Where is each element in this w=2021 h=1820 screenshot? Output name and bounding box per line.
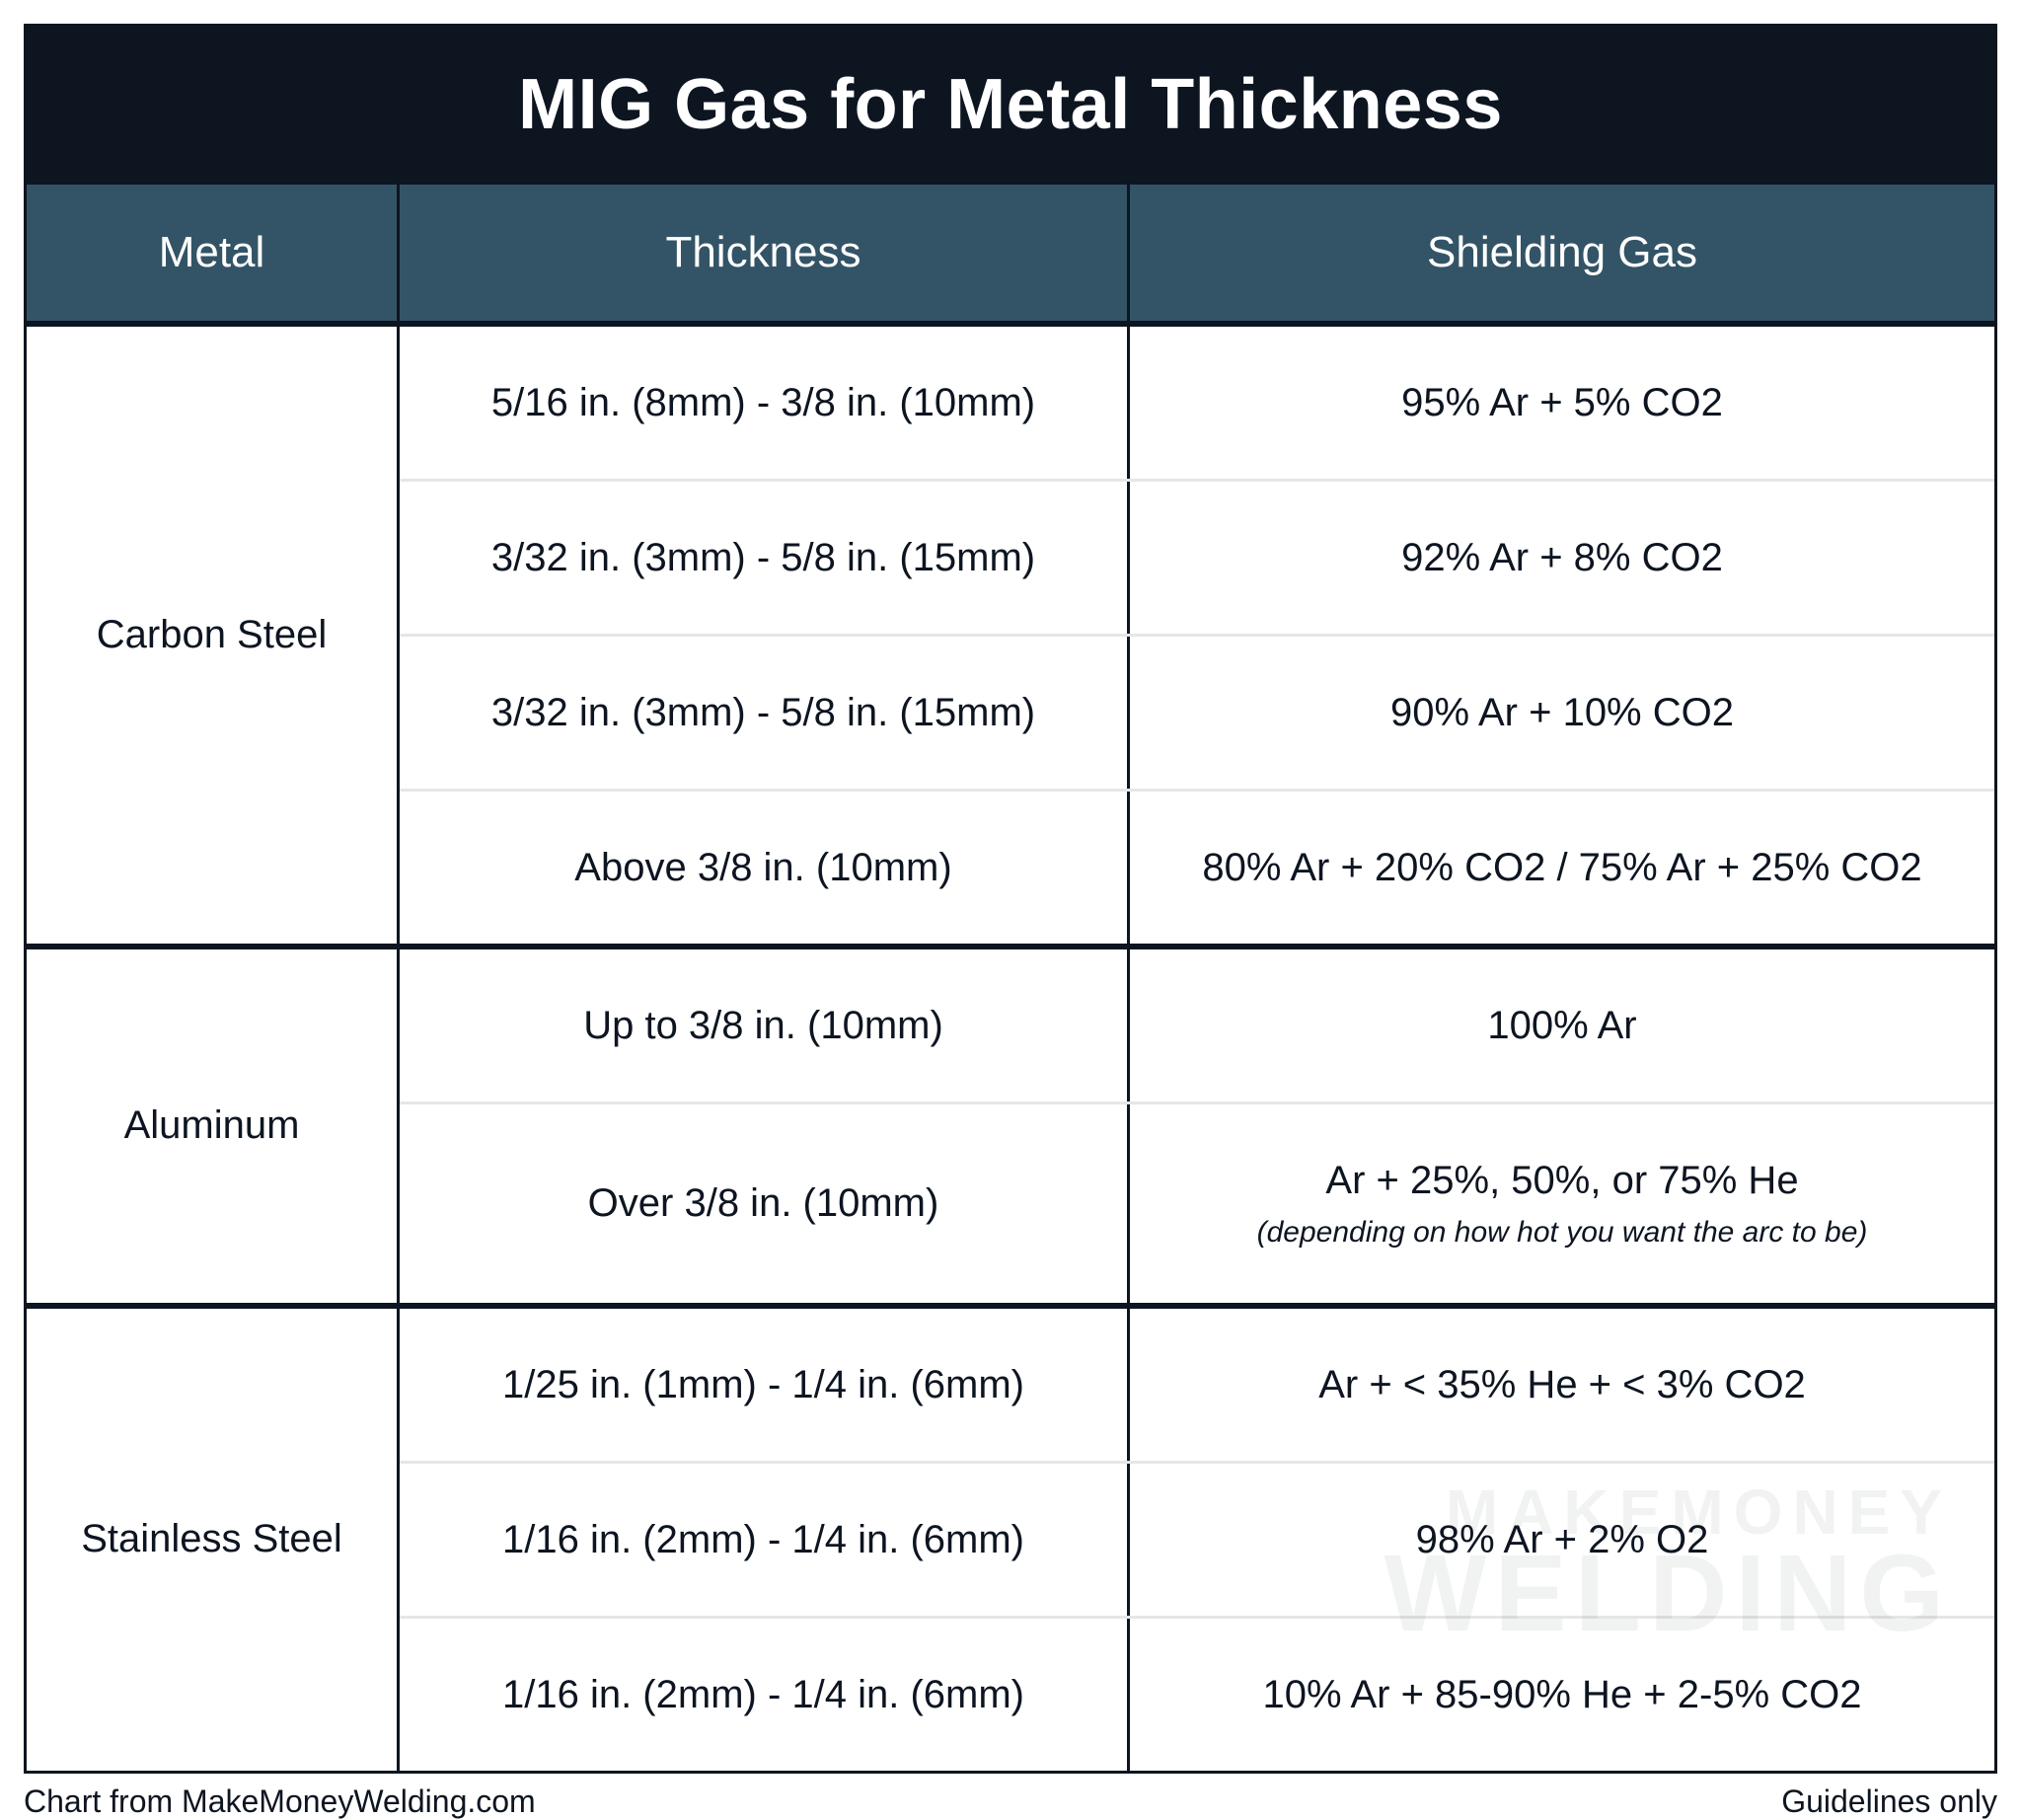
section-aluminum: Aluminum Up to 3/8 in. (10mm) 100% Ar Ov… xyxy=(27,944,1994,1303)
rows: Up to 3/8 in. (10mm) 100% Ar Over 3/8 in… xyxy=(400,949,1994,1303)
rows: 1/25 in. (1mm) - 1/4 in. (6mm) Ar + < 35… xyxy=(400,1309,1994,1771)
thickness-cell: 1/25 in. (1mm) - 1/4 in. (6mm) xyxy=(400,1309,1130,1461)
thickness-cell: 1/16 in. (2mm) - 1/4 in. (6mm) xyxy=(400,1464,1130,1616)
section-carbon-steel: Carbon Steel 5/16 in. (8mm) - 3/8 in. (1… xyxy=(27,321,1994,944)
thickness-cell: 3/32 in. (3mm) - 5/8 in. (15mm) xyxy=(400,482,1130,634)
column-header-metal: Metal xyxy=(27,185,400,321)
table-row: 1/16 in. (2mm) - 1/4 in. (6mm) 10% Ar + … xyxy=(400,1616,1994,1771)
thickness-cell: Over 3/8 in. (10mm) xyxy=(400,1104,1130,1303)
table-row: Up to 3/8 in. (10mm) 100% Ar xyxy=(400,949,1994,1101)
table-row: Over 3/8 in. (10mm) Ar + 25%, 50%, or 75… xyxy=(400,1101,1994,1303)
table-row: 5/16 in. (8mm) - 3/8 in. (10mm) 95% Ar +… xyxy=(400,327,1994,479)
gas-value: Ar + 25%, 50%, or 75% He xyxy=(1325,1154,1798,1207)
section-stainless-steel: Stainless Steel 1/25 in. (1mm) - 1/4 in.… xyxy=(27,1303,1994,1771)
thickness-cell: 1/16 in. (2mm) - 1/4 in. (6mm) xyxy=(400,1619,1130,1771)
column-header-gas: Shielding Gas xyxy=(1130,185,1994,321)
metal-label: Aluminum xyxy=(27,949,400,1303)
table-row: 1/25 in. (1mm) - 1/4 in. (6mm) Ar + < 35… xyxy=(400,1309,1994,1461)
footer-right: Guidelines only xyxy=(1781,1783,1997,1820)
gas-note: (depending on how hot you want the arc t… xyxy=(1257,1213,1868,1253)
thickness-cell: 3/32 in. (3mm) - 5/8 in. (15mm) xyxy=(400,637,1130,789)
gas-cell: 98% Ar + 2% O2 xyxy=(1130,1464,1994,1616)
gas-cell: Ar + < 35% He + < 3% CO2 xyxy=(1130,1309,1994,1461)
gas-cell: 92% Ar + 8% CO2 xyxy=(1130,482,1994,634)
thickness-cell: Up to 3/8 in. (10mm) xyxy=(400,949,1130,1101)
gas-cell: 10% Ar + 85-90% He + 2-5% CO2 xyxy=(1130,1619,1994,1771)
thickness-cell: 5/16 in. (8mm) - 3/8 in. (10mm) xyxy=(400,327,1130,479)
table-row: 3/32 in. (3mm) - 5/8 in. (15mm) 92% Ar +… xyxy=(400,479,1994,634)
thickness-cell: Above 3/8 in. (10mm) xyxy=(400,792,1130,944)
gas-cell: Ar + 25%, 50%, or 75% He (depending on h… xyxy=(1130,1104,1994,1303)
chart-title: MIG Gas for Metal Thickness xyxy=(27,27,1994,185)
metal-label: Stainless Steel xyxy=(27,1309,400,1771)
column-header-thickness: Thickness xyxy=(400,185,1130,321)
table-row: Above 3/8 in. (10mm) 80% Ar + 20% CO2 / … xyxy=(400,789,1994,944)
footer: Chart from MakeMoneyWelding.com Guidelin… xyxy=(24,1783,1997,1820)
page: MIG Gas for Metal Thickness Metal Thickn… xyxy=(0,0,2021,1764)
table-row: 3/32 in. (3mm) - 5/8 in. (15mm) 90% Ar +… xyxy=(400,634,1994,789)
mig-gas-table: MIG Gas for Metal Thickness Metal Thickn… xyxy=(24,24,1997,1774)
table-row: 1/16 in. (2mm) - 1/4 in. (6mm) 98% Ar + … xyxy=(400,1461,1994,1616)
gas-cell: 100% Ar xyxy=(1130,949,1994,1101)
rows: 5/16 in. (8mm) - 3/8 in. (10mm) 95% Ar +… xyxy=(400,327,1994,944)
column-header-row: Metal Thickness Shielding Gas xyxy=(27,185,1994,321)
gas-cell: 95% Ar + 5% CO2 xyxy=(1130,327,1994,479)
gas-cell: 90% Ar + 10% CO2 xyxy=(1130,637,1994,789)
footer-left: Chart from MakeMoneyWelding.com xyxy=(24,1783,536,1820)
gas-cell: 80% Ar + 20% CO2 / 75% Ar + 25% CO2 xyxy=(1130,792,1994,944)
metal-label: Carbon Steel xyxy=(27,327,400,944)
